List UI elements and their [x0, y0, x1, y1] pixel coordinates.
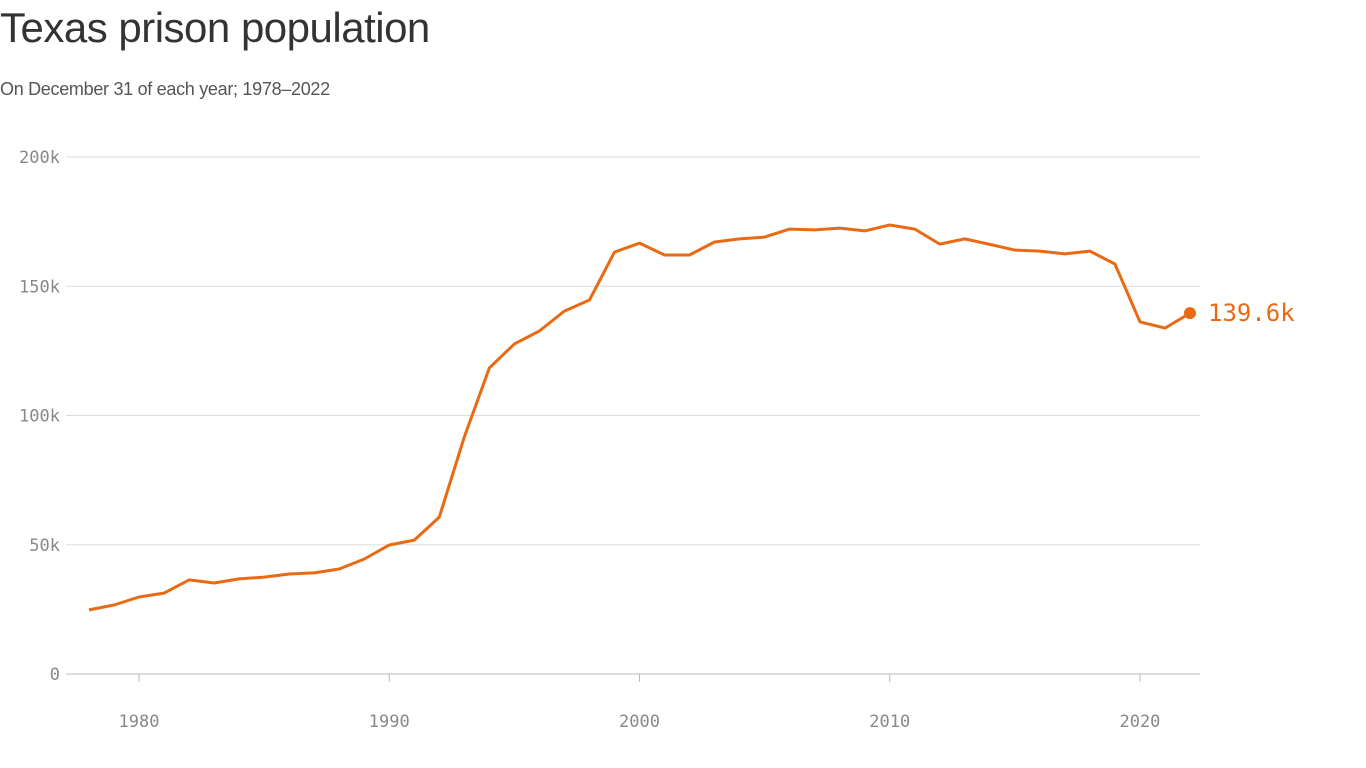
- y-tick-label: 50k: [29, 536, 60, 556]
- y-tick-label: 100k: [19, 407, 60, 427]
- x-tick-label: 1990: [369, 712, 410, 732]
- y-tick-label: 150k: [19, 277, 60, 297]
- y-tick-label: 200k: [19, 148, 60, 168]
- series-line: [88, 223, 1191, 612]
- chart-subtitle: On December 31 of each year; 1978–2022: [0, 79, 330, 99]
- x-tick-label: 2010: [869, 712, 910, 732]
- y-tick-label: 0: [50, 665, 60, 685]
- data-point: [1184, 307, 1196, 320]
- chart-title: Texas prison population: [0, 4, 430, 51]
- x-tick-label: 2000: [619, 712, 660, 732]
- end-value-label: 139.6k: [1208, 299, 1295, 327]
- x-tick-label: 1980: [119, 712, 160, 732]
- x-tick-label: 2020: [1119, 712, 1160, 732]
